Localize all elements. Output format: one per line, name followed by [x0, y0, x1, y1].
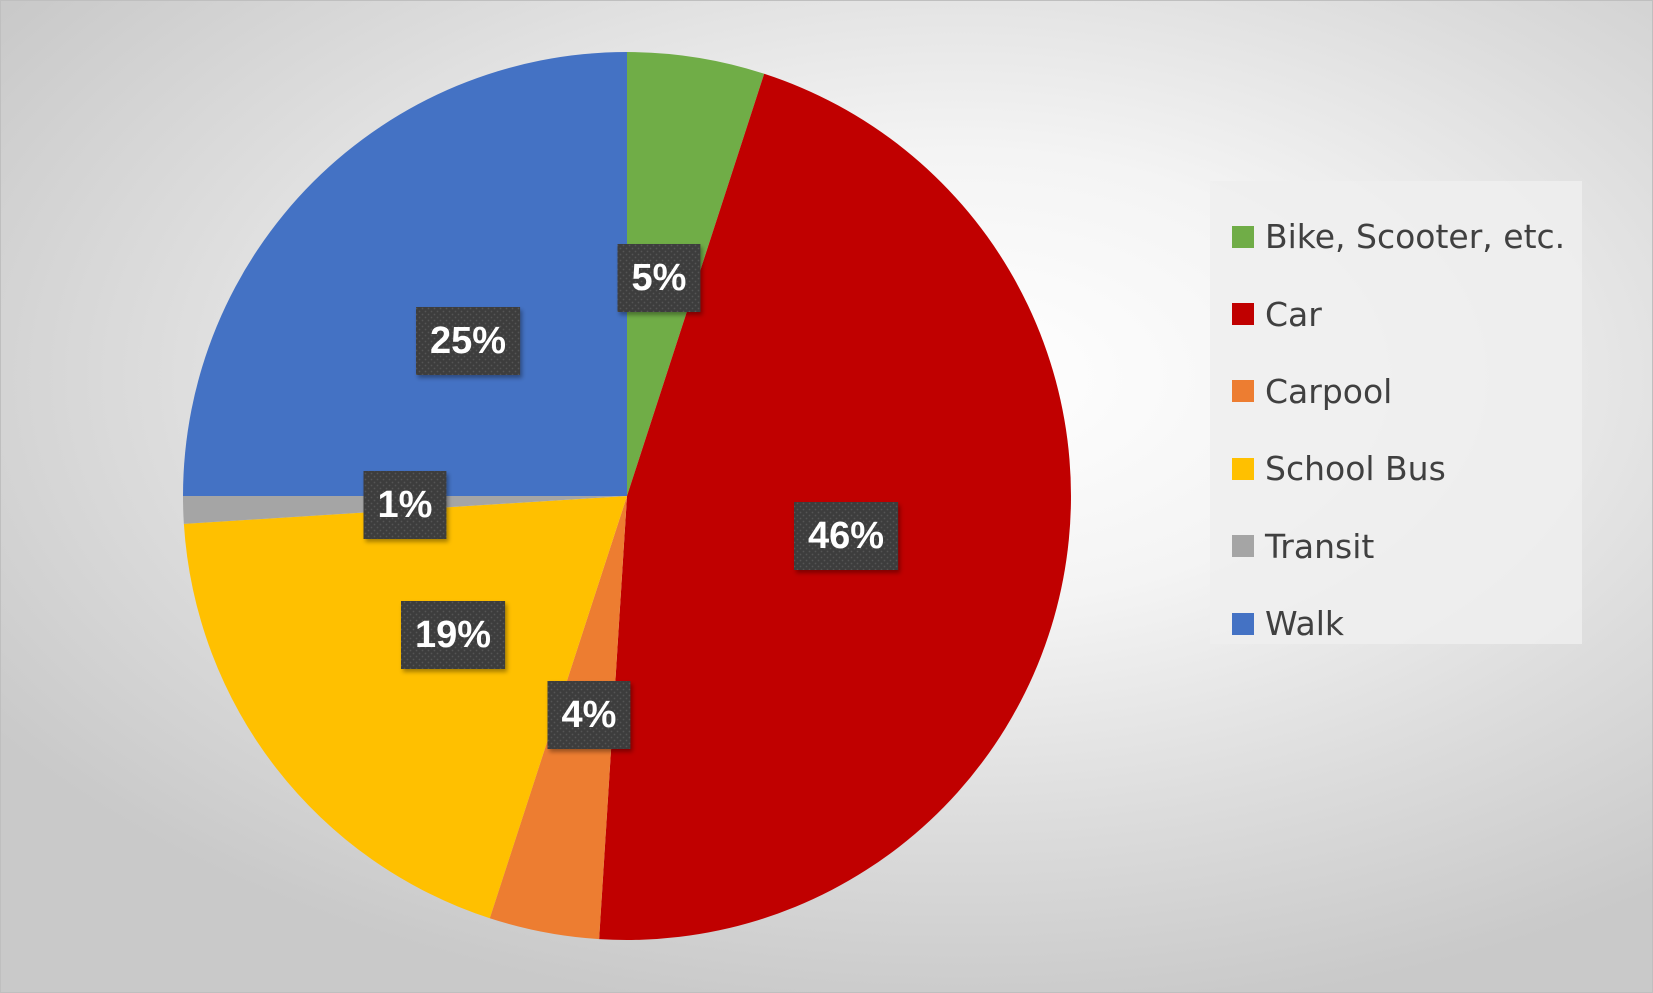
legend-item-walk: Walk	[1210, 585, 1582, 662]
data-label-box-transit	[363, 471, 447, 539]
legend: Bike, Scooter, etc. Car Carpool School B…	[1210, 181, 1582, 644]
legend-label-bike: Bike, Scooter, etc.	[1265, 217, 1566, 257]
legend-label-walk: Walk	[1265, 604, 1345, 644]
legend-swatch-car	[1232, 303, 1254, 326]
data-label-text-bike: 5%	[632, 257, 687, 299]
data-label-box-car	[794, 502, 899, 570]
legend-swatch-carpool	[1232, 380, 1254, 403]
legend-swatch-transit	[1232, 535, 1254, 558]
data-label-school-bus: 19%	[401, 601, 506, 669]
legend-swatch-bike	[1232, 225, 1254, 248]
legend-label-transit: Transit	[1265, 526, 1375, 566]
legend-swatch-walk	[1232, 612, 1254, 635]
data-label-box-carpool	[547, 681, 631, 749]
pie-slice-walk	[183, 52, 627, 496]
legend-item-carpool: Carpool	[1210, 353, 1582, 430]
legend-item-transit: Transit	[1210, 508, 1582, 585]
legend-swatch-school-bus	[1232, 457, 1254, 480]
data-label-text-transit: 1%	[378, 484, 433, 526]
data-label-transit: 1%	[363, 471, 447, 539]
legend-item-bike: Bike, Scooter, etc.	[1210, 198, 1582, 275]
pie-data-labels: 5% 46% 4% 19% 1% 25%	[363, 244, 899, 749]
legend-label-school-bus: School Bus	[1265, 449, 1446, 489]
legend-label-car: Car	[1265, 294, 1322, 334]
data-label-text-carpool: 4%	[562, 694, 617, 736]
data-label-box-bike	[617, 244, 701, 312]
legend-item-school-bus: School Bus	[1210, 430, 1582, 507]
data-label-carpool: 4%	[547, 681, 631, 749]
data-label-box-school-bus	[401, 601, 506, 669]
legend-item-car: Car	[1210, 275, 1582, 352]
data-label-text-car: 46%	[808, 515, 884, 557]
data-label-bike: 5%	[617, 244, 701, 312]
pie-slices	[183, 52, 1071, 940]
data-label-text-walk: 25%	[430, 320, 506, 362]
pie-slice-school-bus	[183, 496, 627, 919]
data-label-box-walk	[416, 307, 521, 375]
data-label-walk: 25%	[416, 307, 521, 375]
data-label-car: 46%	[794, 502, 899, 570]
data-label-text-school-bus: 19%	[415, 614, 491, 656]
legend-label-carpool: Carpool	[1265, 371, 1393, 411]
